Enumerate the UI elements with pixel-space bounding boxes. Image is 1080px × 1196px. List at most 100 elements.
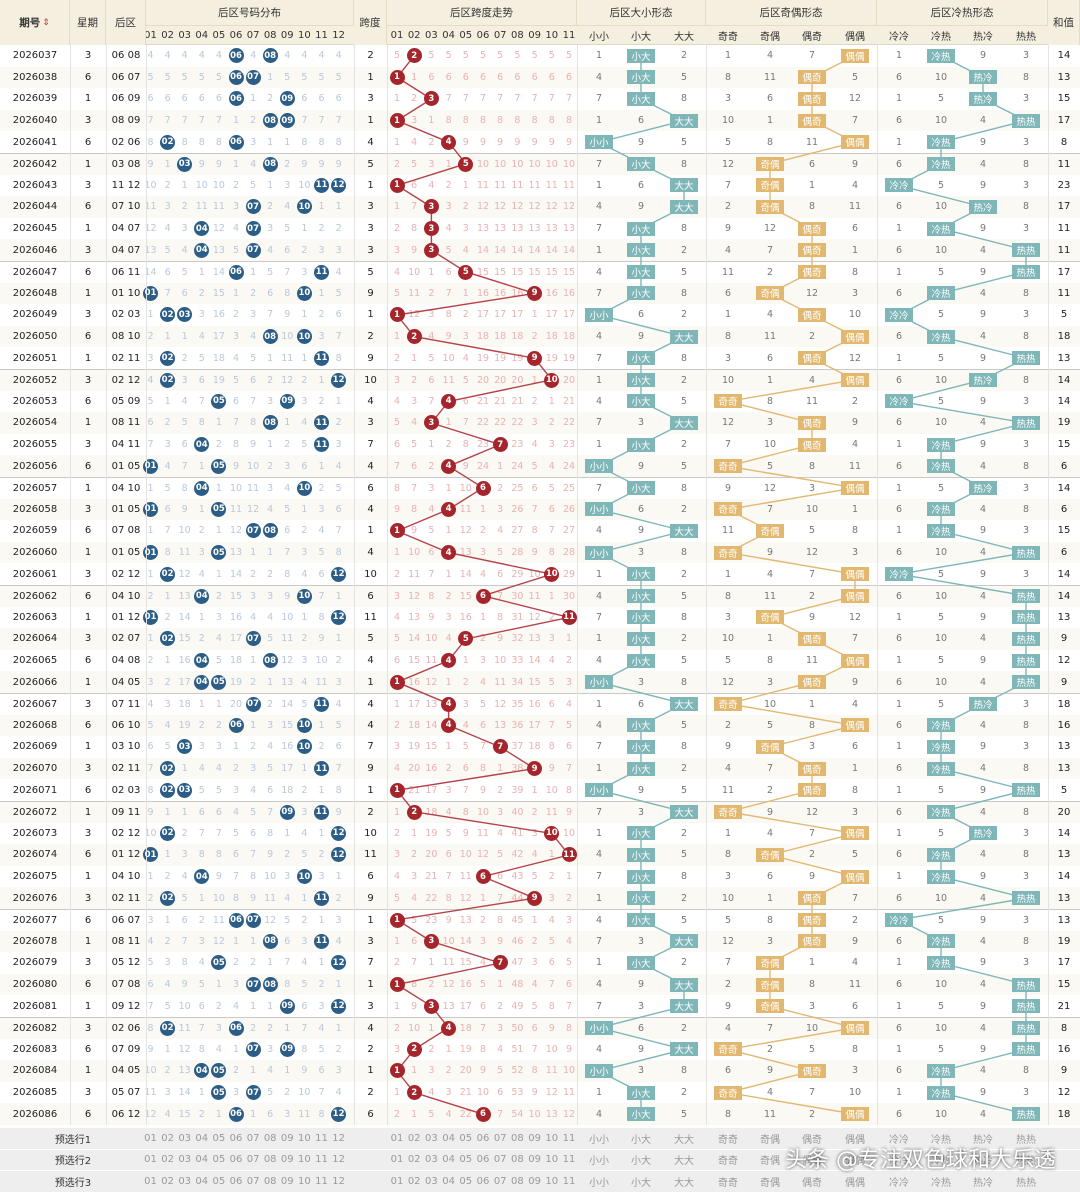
preselect-dist-07[interactable]: 07 xyxy=(246,1154,260,1166)
table-row[interactable]: 2026063 1 01 12 11 13 01 2 14 1 3 16 4 4 10 1 8 12 4 13 9 3 1… xyxy=(0,607,1080,629)
preselect-dist-03[interactable]: 03 xyxy=(178,1175,192,1187)
preselect-hotcold-1[interactable]: 冷热 xyxy=(931,1177,951,1189)
preselect-span-05[interactable]: 05 xyxy=(459,1132,473,1144)
preselect-size-1[interactable]: 小大 xyxy=(631,1177,651,1189)
preselect-dist-12[interactable]: 12 xyxy=(332,1154,345,1166)
preselect-span-11[interactable]: 11 xyxy=(562,1132,576,1144)
table-row[interactable]: 2026049 3 02 03 1 5 1 02 03 3 16 2 3 7 9 1 2 6 1 12 3 8 2 17 17… xyxy=(0,304,1080,326)
preselect-dist-06[interactable]: 06 xyxy=(229,1175,243,1187)
table-row[interactable]: 2026052 3 02 12 10 14 4 02 3 6 19 5 6 2 12 2 1 12 3 2 6 11 5 2… xyxy=(0,369,1080,391)
preselect-span-02[interactable]: 02 xyxy=(407,1175,421,1187)
preselect-dist-10[interactable]: 10 xyxy=(298,1132,311,1144)
preselect-hotcold-1[interactable]: 冷热 xyxy=(931,1134,951,1146)
preselect-parity-3[interactable]: 偶偶 xyxy=(845,1134,865,1146)
preselect-dist-10[interactable]: 10 xyxy=(298,1175,311,1187)
preselect-size-2[interactable]: 大大 xyxy=(674,1177,694,1189)
table-row[interactable]: 2026047 6 06 11 5 17 14 6 5 1 14 06 1 5 7 3 11 4 4 10 1 6 5 15… xyxy=(0,261,1080,283)
preselect-hotcold-1[interactable]: 冷热 xyxy=(931,1156,951,1168)
preselect-dist-09[interactable]: 09 xyxy=(280,1154,294,1166)
preselect-parity-0[interactable]: 奇奇 xyxy=(718,1134,738,1146)
preselect-dist-01[interactable]: 01 xyxy=(144,1175,157,1187)
preselect-hotcold-2[interactable]: 热冷 xyxy=(973,1156,993,1168)
preselect-dist-12[interactable]: 12 xyxy=(332,1175,345,1187)
preselect-parity-3[interactable]: 偶偶 xyxy=(845,1177,865,1189)
preselect-dist-03[interactable]: 03 xyxy=(178,1154,192,1166)
preselect-dist-06[interactable]: 06 xyxy=(229,1154,243,1166)
table-row[interactable]: 2026054 1 08 11 3 19 6 2 5 8 1 7 8 08 1 4 11 2 5 4 3 1 7 22 22 2… xyxy=(0,412,1080,434)
preselect-dist-08[interactable]: 08 xyxy=(263,1175,277,1187)
table-row[interactable]: 2026051 1 02 11 9 13 3 02 2 5 18 4 5 1 11 1 11 8 2 1 5 10 4 19… xyxy=(0,347,1080,369)
table-row[interactable]: 2026042 1 03 08 5 11 9 1 03 9 9 1 4 08 2 9 9 9 2 5 3 1 5 10 10 1… xyxy=(0,153,1080,175)
preselect-span-09[interactable]: 09 xyxy=(528,1132,541,1144)
table-row[interactable]: 2026038 6 06 07 1 13 5 5 5 5 5 06 07 1 5 5 5 5 1 1 6 6 6 6 6 6 6 6… xyxy=(0,66,1080,89)
preselect-dist-04[interactable]: 04 xyxy=(195,1175,209,1187)
preselect-dist-05[interactable]: 05 xyxy=(212,1154,226,1166)
table-row[interactable]: 2026039 1 06 09 3 15 6 6 6 6 6 06 1 2 09 6 6 6 1 2 3 7 7 7 7 7 7 7… xyxy=(0,88,1080,110)
table-row[interactable]: 2026086 6 06 12 6 18 12 4 15 2 1 06 1 6 3 11 8 12 2 1 5 4 22 6… xyxy=(0,1103,1080,1125)
table-row[interactable]: 2026040 3 08 09 1 17 7 7 7 7 7 1 2 08 09 7 7 7 1 3 1 8 8 8 8 8 8 8… xyxy=(0,109,1080,132)
sort-icon[interactable]: ⇕ xyxy=(42,17,50,28)
table-row[interactable]: 2026081 1 09 12 3 21 7 5 10 6 2 4 1 1 09 6 3 12 1 9 3 13 17 6 2… xyxy=(0,995,1080,1017)
preselect-dist-03[interactable]: 03 xyxy=(178,1132,192,1144)
preselect-parity-2[interactable]: 偶奇 xyxy=(802,1156,822,1168)
preselect-dist-07[interactable]: 07 xyxy=(246,1132,260,1144)
preselect-span-05[interactable]: 05 xyxy=(459,1154,473,1166)
preselect-size-0[interactable]: 小小 xyxy=(589,1134,609,1146)
preselect-span-10[interactable]: 10 xyxy=(545,1154,559,1166)
preselect-span-09[interactable]: 09 xyxy=(528,1154,541,1166)
preselect-span-04[interactable]: 04 xyxy=(442,1132,455,1144)
preselect-span-10[interactable]: 10 xyxy=(545,1132,559,1144)
preselect-parity-3[interactable]: 偶偶 xyxy=(845,1156,865,1168)
preselect-dist-04[interactable]: 04 xyxy=(195,1132,209,1144)
preselect-span-09[interactable]: 09 xyxy=(528,1175,541,1187)
preselect-span-04[interactable]: 04 xyxy=(442,1154,455,1166)
preselect-span-06[interactable]: 06 xyxy=(476,1154,490,1166)
preselect-dist-01[interactable]: 01 xyxy=(144,1132,157,1144)
preselect-dist-12[interactable]: 12 xyxy=(332,1132,345,1144)
table-row[interactable]: 2026056 6 01 05 4 6 01 4 7 1 05 9 10 2 3 6 1 4 7 6 2 4 9 24 1 24… xyxy=(0,455,1080,477)
table-row[interactable]: 2026046 3 04 07 3 11 13 5 4 04 13 5 07 4 6 2 3 3 3 9 3 5 4 14 1… xyxy=(0,239,1080,261)
table-row[interactable]: 2026037 3 06 08 2 14 4 4 4 4 4 06 4 08 4 4 4 4 5 2 5 5 5 5 5 5 5 5… xyxy=(0,45,1080,67)
preselect-parity-2[interactable]: 偶奇 xyxy=(802,1134,822,1146)
table-row[interactable]: 2026076 3 02 11 9 13 2 02 5 1 10 8 9 11 4 1 11 2 5 4 22 8 12 1… xyxy=(0,887,1080,909)
preselect-span-06[interactable]: 06 xyxy=(476,1132,490,1144)
preselect-parity-0[interactable]: 奇奇 xyxy=(718,1177,738,1189)
table-row[interactable]: 2026057 1 04 10 6 14 1 5 8 04 1 10 11 3 4 10 2 5 8 7 3 1 10 6 2… xyxy=(0,477,1080,499)
preselect-size-0[interactable]: 小小 xyxy=(589,1156,609,1168)
preselect-hotcold-0[interactable]: 冷冷 xyxy=(889,1177,909,1189)
preselect-span-06[interactable]: 06 xyxy=(476,1175,490,1187)
table-row[interactable]: 2026080 6 07 08 1 15 6 4 9 5 1 3 07 08 8 5 2 1 1 8 2 12 16 5 1 4… xyxy=(0,973,1080,996)
table-row[interactable]: 2026050 6 08 10 2 18 2 1 1 4 17 3 4 08 10 10 3 7 1 2 4 9 3 18 1… xyxy=(0,325,1080,348)
preselect-span-03[interactable]: 03 xyxy=(425,1154,438,1166)
table-row[interactable]: 2026083 6 07 09 2 16 9 1 12 8 4 1 07 3 09 8 5 2 3 2 2 1 19 8 4 5… xyxy=(0,1039,1080,1061)
preselect-hotcold-3[interactable]: 热热 xyxy=(1016,1156,1036,1168)
table-row[interactable]: 2026084 1 04 05 1 9 10 2 13 04 05 2 1 4 1 9 6 3 1 1 3 2 20 9 5 5… xyxy=(0,1060,1080,1082)
preselect-dist-11[interactable]: 11 xyxy=(315,1132,328,1144)
table-row[interactable]: 2026066 1 04 05 1 9 3 2 17 04 05 19 2 1 13 4 11 3 1 16 12 1 2… xyxy=(0,671,1080,693)
table-row[interactable]: 2026082 3 02 06 4 8 8 02 11 7 3 06 2 2 1 7 4 1 2 10 1 4 18 7 3 5… xyxy=(0,1017,1080,1039)
preselect-parity-1[interactable]: 奇偶 xyxy=(760,1134,780,1146)
preselect-span-07[interactable]: 07 xyxy=(493,1154,507,1166)
table-row[interactable]: 2026048 1 01 10 9 11 01 7 6 2 15 1 2 6 8 10 1 5 5 11 2 7 1 16 1… xyxy=(0,282,1080,305)
preselect-span-11[interactable]: 11 xyxy=(562,1175,576,1187)
table-row[interactable]: 2026085 3 05 07 2 12 11 3 14 1 05 3 07 5 2 10 7 4 1 2 4 3 21 1… xyxy=(0,1082,1080,1104)
preselect-span-08[interactable]: 08 xyxy=(511,1132,524,1144)
preselect-hotcold-0[interactable]: 冷冷 xyxy=(889,1134,909,1146)
table-row[interactable]: 2026077 6 06 07 1 13 3 1 6 2 11 06 07 12 5 2 1 3 1 5 23 9 13 2… xyxy=(0,909,1080,931)
preselect-dist-11[interactable]: 11 xyxy=(315,1175,328,1187)
issue-column-header[interactable]: 期号 ⇕ xyxy=(0,0,70,45)
table-row[interactable]: 2026065 6 04 08 4 12 2 1 16 04 5 18 1 08 12 3 10 2 6 15 11 4… xyxy=(0,650,1080,672)
preselect-span-07[interactable]: 07 xyxy=(493,1132,507,1144)
table-row[interactable]: 2026062 6 04 10 6 14 2 1 13 04 2 15 3 3 9 10 7 1 3 12 8 2 15 6… xyxy=(0,585,1080,607)
preselect-dist-10[interactable]: 10 xyxy=(298,1154,311,1166)
preselect-span-07[interactable]: 07 xyxy=(493,1175,507,1187)
table-row[interactable]: 2026072 1 09 11 2 20 9 1 1 6 6 4 5 7 09 3 11 9 1 2 18 4 8 10 3 4… xyxy=(0,801,1080,823)
preselect-hotcold-3[interactable]: 热热 xyxy=(1016,1134,1036,1146)
table-row[interactable]: 2026068 6 06 10 4 16 5 4 19 2 2 06 1 3 15 10 1 5 2 18 14 4 4 6… xyxy=(0,714,1080,737)
preselect-span-02[interactable]: 02 xyxy=(407,1154,421,1166)
preselect-dist-02[interactable]: 02 xyxy=(161,1132,174,1144)
preselect-dist-05[interactable]: 05 xyxy=(212,1175,226,1187)
preselect-hotcold-3[interactable]: 热热 xyxy=(1016,1177,1036,1189)
preselect-parity-1[interactable]: 奇偶 xyxy=(760,1177,780,1189)
preselect-span-11[interactable]: 11 xyxy=(562,1154,576,1166)
